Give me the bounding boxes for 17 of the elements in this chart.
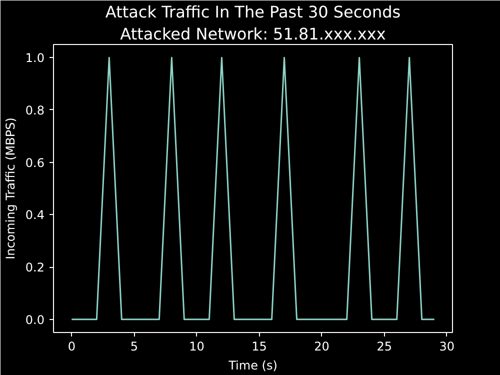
y-axis-title: Incoming Traffic (MBPS) bbox=[3, 118, 18, 260]
x-tick-label: 30 bbox=[439, 340, 455, 354]
x-tick-label: 15 bbox=[252, 340, 267, 354]
x-tick-label: 5 bbox=[130, 340, 138, 354]
x-tick-label: 10 bbox=[189, 340, 204, 354]
x-tick-label: 25 bbox=[376, 340, 392, 354]
y-tick-label: 0.2 bbox=[25, 260, 45, 275]
chart-title: Attack Traffic In The Past 30 Seconds bbox=[105, 2, 401, 22]
x-tick-label: 20 bbox=[314, 340, 330, 354]
x-axis-title: Time (s) bbox=[228, 358, 278, 372]
y-tick-label: 1.0 bbox=[25, 51, 45, 66]
y-tick-label: 0.8 bbox=[25, 103, 45, 118]
x-tick-label: 0 bbox=[68, 340, 76, 354]
y-tick-label: 0.0 bbox=[25, 312, 45, 327]
chart-subtitle: Attacked Network: 51.81.xxx.xxx bbox=[120, 24, 386, 44]
y-tick-label: 0.4 bbox=[25, 208, 45, 222]
y-tick-label: 0.6 bbox=[25, 156, 45, 170]
